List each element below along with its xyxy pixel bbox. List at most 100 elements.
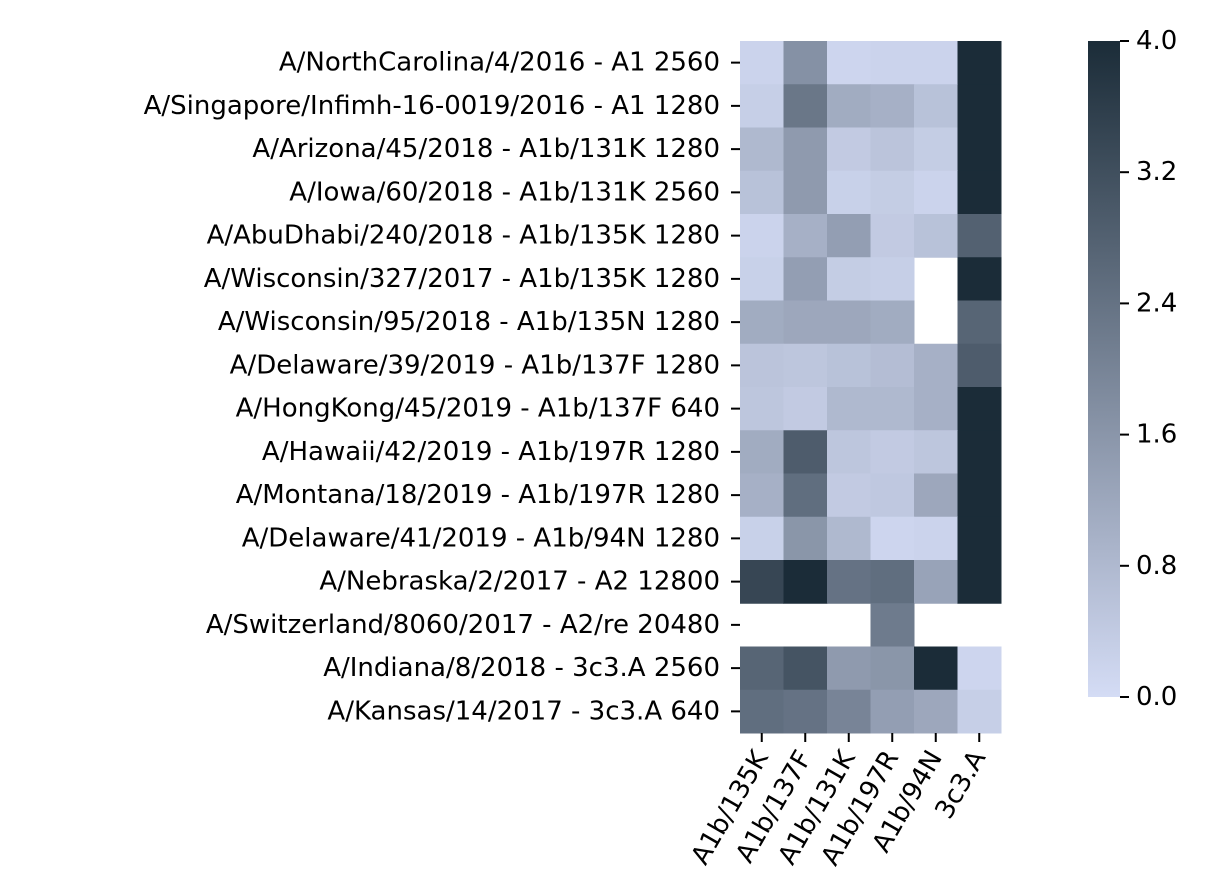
y-tick-label: A/Hawaii/42/2019 - A1b/197R 1280	[262, 437, 720, 467]
heatmap-cell	[914, 430, 958, 474]
heatmap-cell	[783, 214, 828, 258]
heatmap-cell	[827, 689, 871, 734]
y-tick-label: A/AbuDhabi/240/2018 - A1b/135K 1280	[207, 221, 720, 251]
colorbar-tick-label: 0.0	[1136, 682, 1177, 712]
heatmap-cell	[914, 516, 958, 561]
heatmap-cell	[870, 387, 915, 431]
y-tick-label: A/Montana/18/2019 - A1b/197R 1280	[236, 480, 720, 510]
heatmap-cell	[740, 41, 784, 85]
heatmap-cell	[783, 84, 828, 128]
heatmap-cell	[957, 257, 1002, 301]
y-tick-label: A/Arizona/45/2018 - A1b/131K 1280	[252, 134, 720, 164]
heatmap-cell	[827, 516, 871, 561]
heatmap-cell	[783, 387, 828, 431]
heatmap-cell	[827, 560, 871, 604]
y-axis: A/NorthCarolina/4/2016 - A1 2560 A/Singap…	[144, 48, 740, 726]
heatmap-cell	[827, 646, 871, 691]
heatmap-cell	[914, 560, 958, 604]
heatmap-cell	[783, 170, 828, 215]
y-tick-label: A/Switzerland/8060/2017 - A2/re 20480	[206, 610, 720, 640]
heatmap-cell	[957, 387, 1002, 431]
heatmap-cell	[740, 257, 784, 301]
heatmap-cell	[957, 127, 1002, 172]
heatmap-cell	[740, 560, 784, 604]
heatmap-cell	[870, 473, 915, 518]
heatmap-cell	[870, 603, 915, 647]
heatmap-cell	[783, 127, 828, 172]
heatmap-cell	[827, 473, 871, 518]
heatmap-cell	[870, 300, 915, 345]
heatmap-cell	[827, 214, 871, 258]
heatmap-cell	[914, 343, 958, 388]
y-tick-label: A/HongKong/45/2019 - A1b/137F 640	[236, 394, 720, 424]
heatmap-cell	[957, 560, 1002, 604]
heatmap-cell	[740, 689, 784, 734]
heatmap-cell	[783, 473, 828, 518]
heatmap-cell	[870, 257, 915, 301]
y-tick-label: A/NorthCarolina/4/2016 - A1 2560	[279, 48, 720, 78]
heatmap-cell	[783, 646, 828, 691]
colorbar-tick-label: 4.0	[1136, 26, 1177, 56]
heatmap-cell	[914, 84, 958, 128]
heatmap-cell	[870, 343, 915, 388]
heatmap-cell	[914, 41, 958, 85]
heatmap-cell	[740, 300, 784, 345]
heatmap-cell	[740, 170, 784, 215]
heatmap-cell	[957, 430, 1002, 474]
colorbar-tick-label: 2.4	[1136, 288, 1177, 318]
heatmap-cell	[914, 646, 958, 691]
heatmap-cell	[914, 689, 958, 734]
heatmap-cell	[740, 473, 784, 518]
heatmap-cell	[914, 387, 958, 431]
heatmap-cell	[870, 430, 915, 474]
heatmap-cell	[914, 170, 958, 215]
heatmap-cell	[740, 84, 784, 128]
colorbar-tick-label: 1.6	[1136, 420, 1177, 450]
heatmap-cell	[783, 257, 828, 301]
y-tick-label: A/Wisconsin/95/2018 - A1b/135N 1280	[218, 307, 720, 337]
colorbar-gradient	[1088, 41, 1120, 697]
heatmap-cell	[957, 343, 1002, 388]
colorbar-tick-label: 3.2	[1136, 157, 1177, 187]
heatmap-cell	[740, 214, 784, 258]
heatmap-cell	[870, 41, 915, 85]
heatmap-cell	[783, 300, 828, 345]
heatmap-cell	[957, 214, 1002, 258]
heatmap-cell	[740, 127, 784, 172]
heatmap-cell	[870, 689, 915, 734]
heatmap-cell	[870, 127, 915, 172]
heatmap-cell	[740, 430, 784, 474]
heatmap-cell	[870, 516, 915, 561]
colorbar: 0.0 0.8 1.6 2.4 3.2 4.0	[1088, 26, 1177, 712]
heatmap-cells	[740, 41, 1002, 734]
heatmap-cell	[740, 646, 784, 691]
heatmap-cell	[957, 689, 1002, 734]
heatmap-cell	[740, 387, 784, 431]
heatmap-cell	[783, 41, 828, 85]
heatmap-cell	[783, 430, 828, 474]
heatmap-cell	[783, 516, 828, 561]
heatmap-cell	[827, 127, 871, 172]
heatmap-cell	[870, 214, 915, 258]
heatmap-cell	[827, 430, 871, 474]
heatmap-cell	[957, 646, 1002, 691]
heatmap-cell	[957, 84, 1002, 128]
y-tick-label: A/Wisconsin/327/2017 - A1b/135K 1280	[204, 264, 720, 294]
heatmap-cell	[957, 170, 1002, 215]
heatmap-cell	[783, 689, 828, 734]
heatmap-cell	[870, 560, 915, 604]
heatmap-cell	[827, 257, 871, 301]
heatmap-cell	[827, 300, 871, 345]
heatmap-cell	[957, 41, 1002, 85]
y-tick-label: A/Iowa/60/2018 - A1b/131K 2560	[289, 177, 720, 207]
heatmap-cell	[740, 343, 784, 388]
colorbar-tick-label: 0.8	[1136, 551, 1177, 581]
heatmap-cell	[957, 473, 1002, 518]
heatmap-cell	[870, 170, 915, 215]
heatmap-cell	[783, 343, 828, 388]
heatmap-cell	[870, 646, 915, 691]
heatmap-cell	[957, 300, 1002, 345]
y-tick-label: A/Delaware/41/2019 - A1b/94N 1280	[242, 523, 720, 553]
heatmap-cell	[827, 41, 871, 85]
